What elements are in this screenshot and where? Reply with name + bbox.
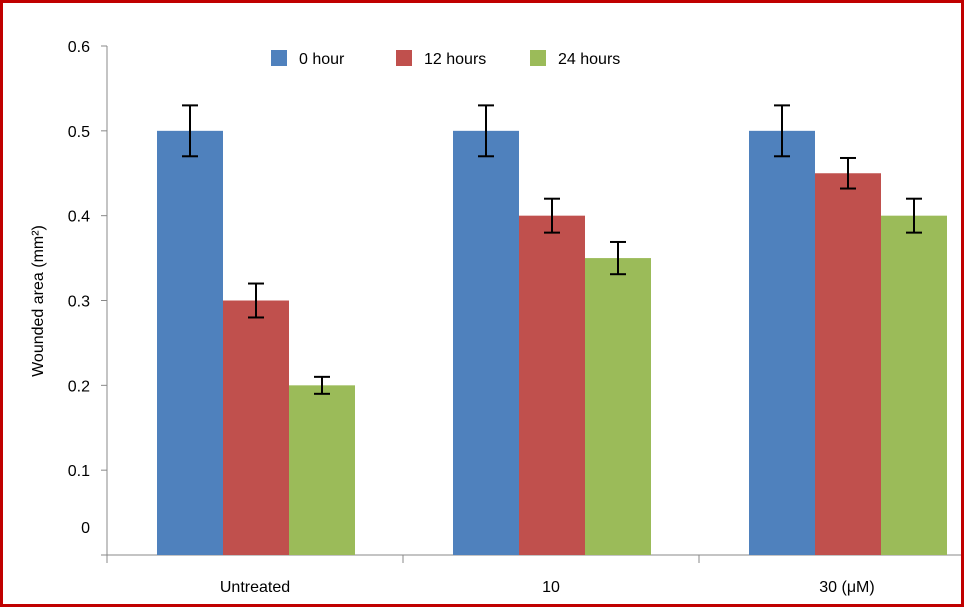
error-bar <box>314 375 330 395</box>
legend-item: 24 hours <box>530 50 620 68</box>
legend-label: 12 hours <box>424 51 486 68</box>
legend: 0 hour 12 hours 24 hours <box>271 50 620 68</box>
y-tick-label: 0.4 <box>68 209 90 226</box>
bar <box>453 130 519 555</box>
error-bar <box>774 104 790 158</box>
error-bar <box>610 240 626 276</box>
x-category-label: 10 <box>542 579 560 596</box>
axes: 0 0.1 0.2 0.3 0.4 0.5 0.6 Untreated 10 30 (μM) <box>68 39 961 596</box>
bar <box>519 215 585 555</box>
legend-item: 12 hours <box>396 50 486 68</box>
bar <box>585 258 651 555</box>
x-category-label: Untreated <box>220 579 290 596</box>
bar <box>157 130 223 555</box>
legend-item: 0 hour <box>271 50 345 68</box>
y-tick-label: 0.1 <box>68 463 90 480</box>
bar-chart: 0 0.1 0.2 0.3 0.4 0.5 0.6 Untreated 10 30 (μM) 0 … <box>30 39 961 596</box>
bar <box>881 215 947 555</box>
error-bar <box>906 197 922 234</box>
bar <box>223 300 289 555</box>
bars <box>157 130 947 555</box>
legend-swatch <box>271 50 287 66</box>
error-bar <box>248 282 264 319</box>
error-bar <box>182 104 198 158</box>
error-bar <box>840 156 856 190</box>
legend-label: 0 hour <box>299 51 345 68</box>
y-tick-label: 0.3 <box>68 294 90 311</box>
x-category-label: 30 (μM) <box>819 579 874 596</box>
error-bar <box>544 197 560 234</box>
bar <box>749 130 815 555</box>
error-bars <box>182 104 922 395</box>
bar <box>815 173 881 555</box>
y-tick-label: 0 <box>81 520 90 537</box>
legend-swatch <box>396 50 412 66</box>
error-bar <box>478 104 494 158</box>
y-axis-label: Wounded area (mm²) <box>30 225 47 377</box>
legend-label: 24 hours <box>558 51 620 68</box>
y-tick-label: 0.2 <box>68 378 90 395</box>
bar <box>289 385 355 555</box>
y-tick-label: 0.5 <box>68 124 90 141</box>
legend-swatch <box>530 50 546 66</box>
y-tick-label: 0.6 <box>68 39 90 56</box>
